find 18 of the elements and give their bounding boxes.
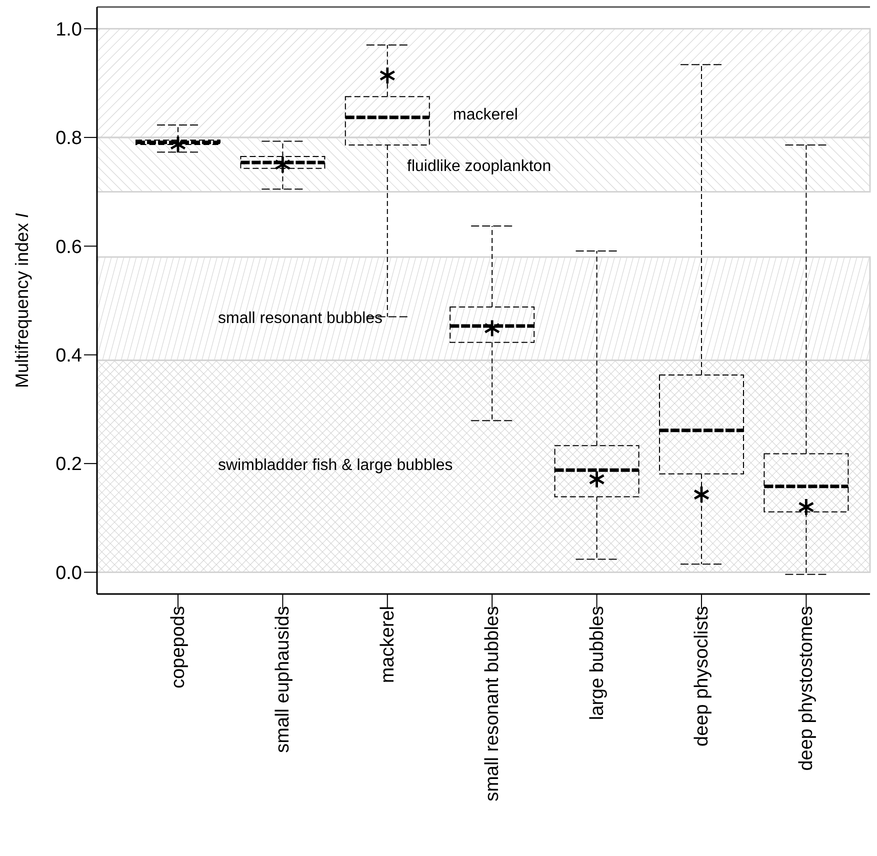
y-tick-label: 1.0: [56, 19, 82, 40]
band-label: fluidlike zooplankton: [407, 158, 552, 176]
band-label: small resonant bubbles: [218, 310, 383, 327]
x-tick-label: deep phystostomes: [796, 606, 818, 771]
x-tick-label: large bubbles: [586, 606, 608, 720]
band-label: swimbladder fish & large bubbles: [218, 457, 453, 474]
x-tick-label: mackerel: [377, 606, 398, 684]
y-tick-label: 0.6: [56, 236, 82, 258]
x-tick-label: small euphausids: [272, 606, 294, 753]
x-tick-label: deep physoclists: [692, 606, 712, 746]
x-tick-label: copepods: [168, 606, 189, 688]
y-tick-label: 0.4: [56, 346, 82, 366]
y-tick-label: 0.8: [56, 128, 82, 150]
y-tick-label: 0.2: [56, 454, 82, 476]
band-label: mackerel: [453, 106, 518, 124]
x-tick-label: small resonant bubbles: [482, 606, 504, 802]
y-tick-label: 0.0: [56, 562, 82, 584]
y-axis-title: Multifrequency index I: [12, 212, 32, 388]
